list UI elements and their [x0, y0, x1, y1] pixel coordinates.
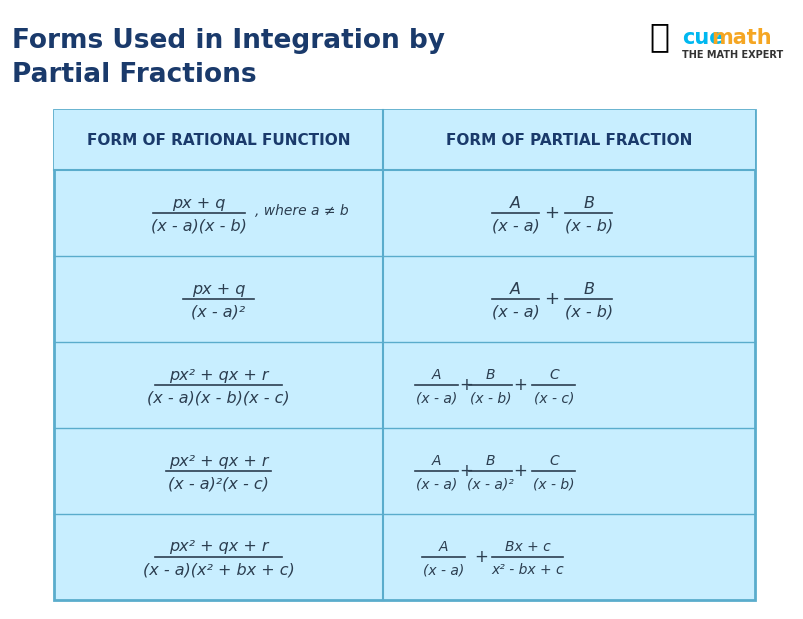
- Text: (x - a): (x - a): [491, 219, 539, 233]
- Text: +: +: [512, 462, 526, 480]
- Text: x² - bx + c: x² - bx + c: [491, 563, 563, 577]
- Text: (x - a)(x² + bx + c): (x - a)(x² + bx + c): [142, 563, 294, 578]
- Text: (x - a): (x - a): [491, 305, 539, 319]
- FancyBboxPatch shape: [54, 110, 754, 170]
- Text: FORM OF PARTIAL FRACTION: FORM OF PARTIAL FRACTION: [446, 132, 691, 147]
- Text: cue: cue: [681, 28, 723, 48]
- Text: (x - b): (x - b): [564, 305, 612, 319]
- Text: A: A: [438, 540, 448, 554]
- Text: Bx + c: Bx + c: [504, 540, 550, 554]
- Text: 🚀: 🚀: [648, 20, 668, 53]
- Text: +: +: [544, 290, 558, 308]
- Text: FORM OF RATIONAL FUNCTION: FORM OF RATIONAL FUNCTION: [87, 132, 350, 147]
- Text: (x - a): (x - a): [416, 391, 457, 405]
- Text: A: A: [509, 282, 520, 297]
- Text: C: C: [548, 454, 558, 468]
- Text: px² + qx + r: px² + qx + r: [169, 454, 268, 469]
- Text: (x - b): (x - b): [532, 477, 574, 491]
- Text: (x - a): (x - a): [416, 477, 457, 491]
- Text: (x - b): (x - b): [564, 219, 612, 233]
- Text: +: +: [459, 376, 472, 394]
- Text: (x - a)²(x - c): (x - a)²(x - c): [168, 477, 268, 491]
- Text: C: C: [548, 368, 558, 382]
- Text: (x - a)(x - b)(x - c): (x - a)(x - b)(x - c): [147, 391, 289, 405]
- Text: , where a ≠ b: , where a ≠ b: [255, 204, 349, 218]
- Text: B: B: [582, 282, 593, 297]
- Text: A: A: [431, 368, 441, 382]
- Text: +: +: [512, 376, 526, 394]
- Text: B: B: [485, 368, 495, 382]
- Text: +: +: [473, 548, 487, 566]
- Text: (x - a)²: (x - a)²: [467, 477, 513, 491]
- Text: math: math: [711, 28, 771, 48]
- Text: px + q: px + q: [172, 196, 226, 210]
- Text: (x - b): (x - b): [469, 391, 511, 405]
- FancyBboxPatch shape: [54, 110, 754, 600]
- Text: (x - c): (x - c): [533, 391, 573, 405]
- Text: +: +: [459, 462, 472, 480]
- Text: (x - a)(x - b): (x - a)(x - b): [151, 219, 247, 233]
- Text: THE MATH EXPERT: THE MATH EXPERT: [681, 50, 782, 60]
- Text: px² + qx + r: px² + qx + r: [169, 540, 268, 555]
- Text: px + q: px + q: [192, 282, 245, 297]
- Text: B: B: [485, 454, 495, 468]
- Text: (x - a)²: (x - a)²: [191, 305, 245, 319]
- Text: B: B: [582, 196, 593, 210]
- Text: Forms Used in Integration by: Forms Used in Integration by: [12, 28, 444, 54]
- Text: Partial Fractions: Partial Fractions: [12, 62, 256, 88]
- Text: A: A: [509, 196, 520, 210]
- Text: px² + qx + r: px² + qx + r: [169, 368, 268, 383]
- Text: A: A: [431, 454, 441, 468]
- Text: +: +: [544, 204, 558, 222]
- Text: (x - a): (x - a): [422, 563, 464, 577]
